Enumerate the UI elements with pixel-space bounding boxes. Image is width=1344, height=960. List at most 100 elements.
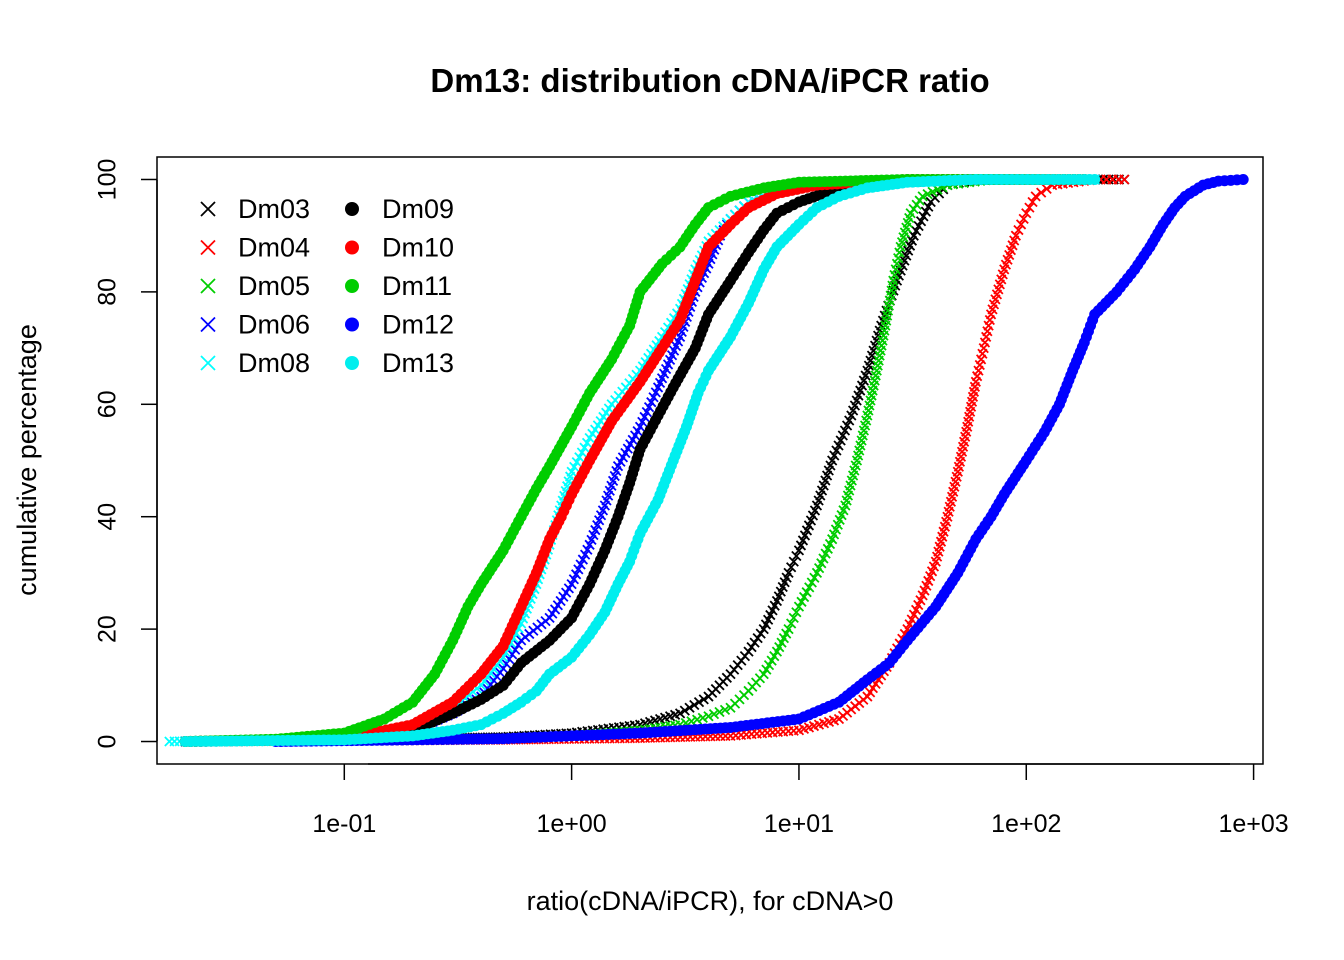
- data-point: [783, 567, 794, 579]
- legend-item: Dm04: [200, 233, 310, 263]
- legend-dot-icon: [345, 279, 359, 293]
- curve-marker: [804, 582, 815, 593]
- legend-label: Dm09: [382, 194, 454, 224]
- legend-label: Dm10: [382, 233, 454, 263]
- curve-marker: [809, 572, 820, 583]
- y-tick-label: 40: [94, 503, 122, 531]
- legend-label: Dm03: [238, 194, 310, 224]
- data-point: [793, 601, 805, 612]
- legend-x-icon: [200, 316, 216, 333]
- curve-marker: [719, 704, 731, 716]
- legend-label: Dm11: [382, 271, 452, 301]
- y-tick-label: 20: [94, 615, 122, 643]
- curve-marker: [798, 591, 810, 603]
- legend-dot-icon: [345, 317, 359, 332]
- series-dm09: [179, 173, 1090, 748]
- curve-marker: [504, 653, 515, 665]
- y-axis-label: cumulative percentage: [12, 324, 42, 596]
- curve-marker: [752, 632, 763, 644]
- data-point: [1119, 174, 1130, 185]
- curve-marker: [1036, 187, 1047, 198]
- curve-marker: [714, 706, 725, 718]
- legend-label: Dm13: [382, 348, 454, 378]
- legend-item: Dm06: [200, 310, 310, 340]
- legend-x-icon: [200, 201, 216, 217]
- curve-marker: [579, 442, 590, 453]
- data-point: [1089, 173, 1101, 185]
- series-dm04: [180, 174, 1130, 747]
- data-point: [743, 646, 754, 657]
- legend-item: Dm11: [345, 271, 452, 301]
- legend-item: Dm13: [345, 348, 454, 378]
- curve-marker: [507, 649, 518, 660]
- curve-marker: [806, 577, 817, 588]
- x-tick-label: 1e+02: [991, 810, 1061, 838]
- legend-label: Dm06: [238, 310, 310, 340]
- curve-marker: [786, 618, 797, 629]
- x-tick-label: 1e+00: [537, 810, 607, 838]
- y-tick-label: 100: [94, 159, 122, 201]
- y-tick-label: 60: [94, 390, 122, 418]
- curve-marker: [689, 699, 700, 711]
- curve-marker: [791, 550, 802, 562]
- y-tick-label: 80: [94, 278, 122, 306]
- curve-marker: [1018, 213, 1029, 224]
- x-tick-label: 1e+03: [1218, 810, 1288, 838]
- legend: Dm03 Dm04 Dm05 Dm06 Dm08 Dm09 Dm10 Dm11 Dm12 Dm13: [200, 194, 454, 378]
- curve-marker: [796, 596, 807, 607]
- curve-marker: [1041, 183, 1052, 194]
- legend-item: Dm10: [345, 233, 454, 263]
- legend-label: Dm04: [238, 233, 310, 263]
- data-point: [674, 708, 686, 719]
- data-point: [1021, 208, 1032, 219]
- curve-marker: [698, 694, 709, 705]
- series-dm13: [179, 173, 1101, 748]
- curve-marker: [691, 714, 703, 725]
- curve-marker: [749, 637, 760, 648]
- curve-marker: [697, 712, 708, 724]
- legend-x-icon: [200, 278, 216, 294]
- data-point: [1030, 191, 1041, 202]
- legend-label: Dm05: [238, 271, 310, 301]
- curve-marker: [569, 461, 580, 473]
- curve-marker: [746, 641, 757, 653]
- x-axis: 1e-01 1e+00 1e+01 1e+02 1e+03: [312, 763, 1289, 838]
- curve-marker: [1024, 202, 1035, 213]
- legend-dot-icon: [345, 356, 359, 370]
- curve-marker: [693, 697, 705, 708]
- chart-title: Dm13: distribution cDNA/iPCR ratio: [430, 62, 989, 99]
- legend-x-icon: [200, 355, 216, 371]
- curve-marker: [708, 708, 720, 720]
- curve-marker: [801, 587, 812, 598]
- curve-marker: [684, 702, 695, 713]
- curve-marker: [679, 705, 690, 716]
- x-tick-label: 1e-01: [312, 810, 376, 838]
- legend-label: Dm08: [238, 348, 310, 378]
- curve-marker: [501, 658, 512, 669]
- y-axis: 0 20 40 60 80 100: [94, 159, 158, 749]
- legend-item: Dm03: [200, 194, 310, 224]
- series-layer: [164, 173, 1249, 748]
- curve-marker: [755, 628, 766, 639]
- curve-marker: [581, 437, 593, 448]
- data-point: [703, 711, 714, 722]
- curve-marker: [571, 456, 582, 468]
- curve-marker: [1027, 196, 1038, 208]
- curve-marker: [786, 562, 797, 573]
- legend-label: Dm12: [382, 310, 454, 340]
- data-point: [1237, 173, 1249, 185]
- legend-item: Dm12: [345, 310, 454, 340]
- legend-item: Dm08: [200, 348, 310, 378]
- data-point: [498, 663, 509, 674]
- y-tick-label: 0: [94, 735, 122, 749]
- data-point: [783, 623, 794, 635]
- legend-item: Dm09: [345, 194, 454, 224]
- curve-marker: [788, 556, 799, 567]
- curve-marker: [574, 452, 585, 463]
- curve-marker: [1013, 224, 1024, 236]
- data-point: [1010, 230, 1022, 241]
- curve-marker: [791, 607, 802, 618]
- series-dm03: [180, 174, 1130, 747]
- legend-dot-icon: [345, 240, 359, 255]
